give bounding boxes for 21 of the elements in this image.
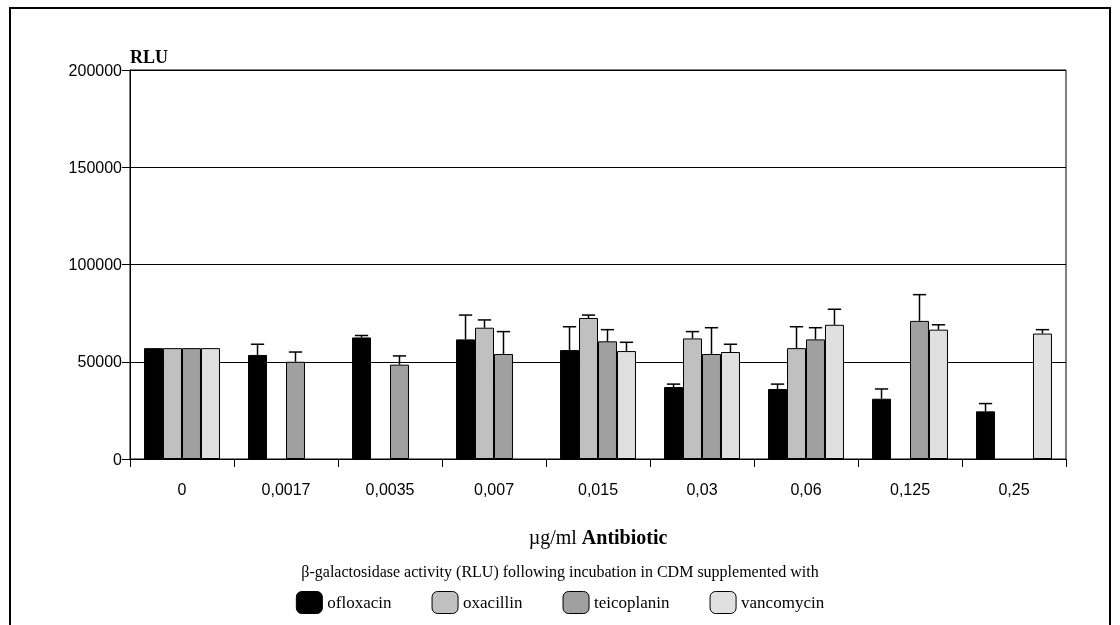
legend-label: vancomycin — [741, 593, 825, 612]
legend-label: oxacillin — [463, 593, 524, 612]
x-tick-label: 0 — [177, 480, 187, 498]
legend-label: teicoplanin — [594, 593, 671, 612]
x-tick-label: 0,0017 — [261, 480, 311, 498]
y-tick-label: 200000 — [68, 61, 123, 79]
y-tick-label: 0 — [113, 450, 123, 468]
y-tick-label: 150000 — [68, 158, 123, 176]
y-tick-label: 50000 — [77, 353, 123, 371]
x-tick-label: 0,03 — [686, 480, 718, 498]
x-tick-label: 0,015 — [577, 480, 619, 498]
x-tick-label: 0,125 — [889, 480, 931, 498]
x-axis-title: µg/ml Antibiotic — [528, 526, 668, 549]
x-tick-label: 0,06 — [790, 480, 822, 498]
legend-title: β-galactosidase activity (RLU) following incubation in CDM supplemented with — [301, 562, 819, 581]
x-tick-label: 0,25 — [998, 480, 1030, 498]
x-tick-label: 0,0035 — [365, 480, 415, 498]
legend-label: ofloxacin — [327, 593, 393, 612]
y-tick-label: 100000 — [68, 256, 123, 273]
y-axis-title: RLU — [130, 47, 169, 67]
x-tick-label: 0,007 — [473, 480, 515, 498]
